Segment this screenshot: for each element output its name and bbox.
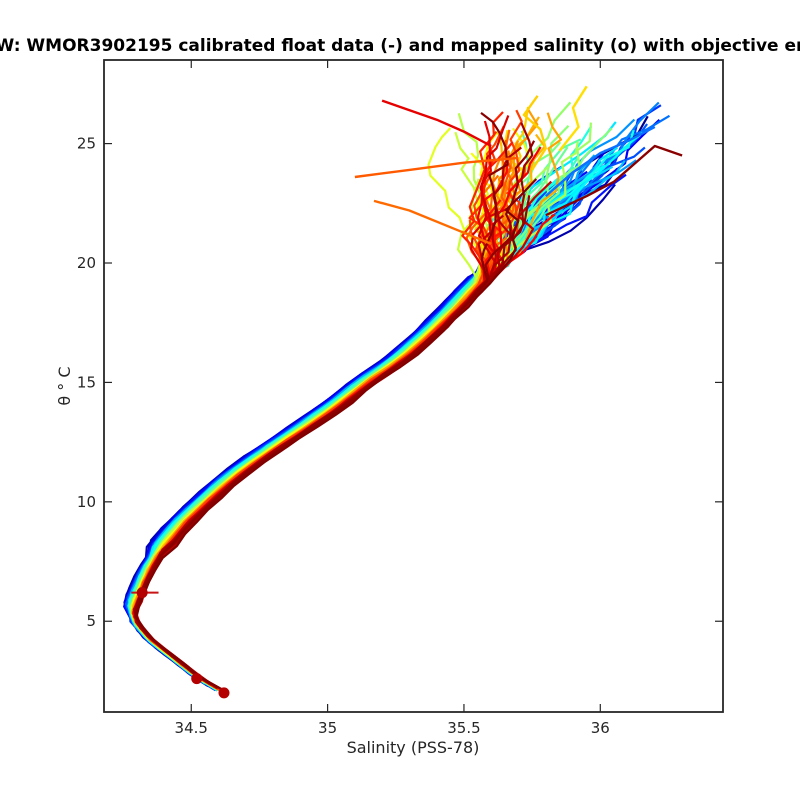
y-tick-label: 15 xyxy=(77,373,96,391)
y-axis-ticks: 5 10 15 20 25 xyxy=(77,135,723,630)
y-axis-label: θ ° C xyxy=(55,366,74,405)
y-tick-label: 5 xyxy=(86,612,96,630)
x-tick-label: 35.5 xyxy=(447,719,480,737)
surface-outlier-line xyxy=(558,85,588,152)
surface-outlier-line xyxy=(373,199,492,246)
mapped-salinity-point xyxy=(191,673,203,685)
mapped-salinity-markers xyxy=(131,587,230,699)
surface-outlier-line xyxy=(545,144,683,217)
chart-title: OW: WMOR3902195 calibrated float data (-… xyxy=(0,36,800,56)
x-tick-label: 34.5 xyxy=(175,719,208,737)
surface-outlier-line xyxy=(354,156,519,179)
x-tick-label: 36 xyxy=(591,719,610,737)
x-tick-label: 35 xyxy=(318,719,337,737)
surface-outlier-line xyxy=(381,99,492,148)
profile-curves xyxy=(123,85,683,692)
y-tick-label: 25 xyxy=(77,135,96,153)
profile-line xyxy=(135,178,538,691)
x-axis-ticks: 34.5 35 35.5 36 xyxy=(175,60,610,737)
surface-outlier-line xyxy=(522,95,547,171)
y-tick-label: 20 xyxy=(77,254,96,272)
mapped-salinity-point xyxy=(218,687,230,699)
y-tick-label: 10 xyxy=(77,493,96,511)
mapped-salinity-point xyxy=(136,587,148,599)
x-axis-label: Salinity (PSS-78) xyxy=(347,738,480,757)
plot-frame xyxy=(103,59,724,713)
surface-outlier-line xyxy=(545,125,656,198)
